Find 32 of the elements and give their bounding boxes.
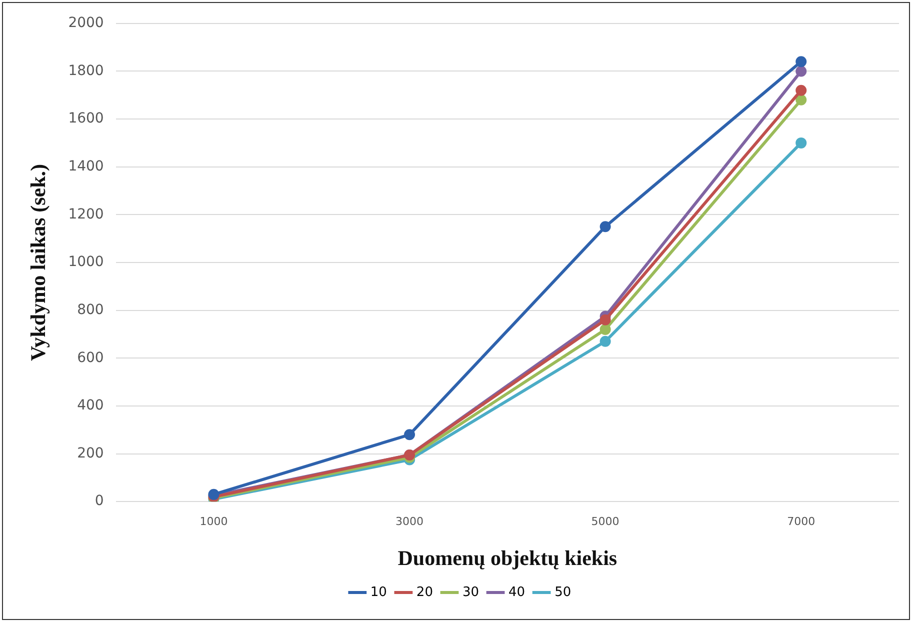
point bbox=[796, 137, 807, 148]
y-tick-label: 400 bbox=[77, 398, 104, 414]
point bbox=[796, 94, 807, 106]
point bbox=[600, 336, 611, 347]
point bbox=[796, 56, 807, 68]
point bbox=[796, 66, 807, 77]
x-tick-label: 5000 bbox=[591, 515, 620, 528]
y-tick-label: 200 bbox=[77, 445, 104, 462]
legend-label: 30 bbox=[462, 584, 480, 600]
y-axis-title: Vykdymo laikas (sek.) bbox=[26, 164, 50, 362]
legend-label: 20 bbox=[416, 584, 433, 600]
y-tick-label: 1800 bbox=[68, 62, 104, 79]
y-tick-label: 0 bbox=[94, 493, 104, 510]
point bbox=[600, 314, 611, 326]
x-tick-label: 1000 bbox=[200, 515, 228, 528]
y-tick-label: 2000 bbox=[68, 15, 104, 32]
y-tick-label: 1600 bbox=[68, 110, 104, 127]
legend-label: 10 bbox=[370, 584, 387, 600]
x-tick-label: 7000 bbox=[787, 515, 816, 528]
point bbox=[796, 84, 807, 96]
x-axis-title: Duomenų objektų kiekis bbox=[398, 546, 618, 570]
y-tick-label: 1200 bbox=[68, 206, 104, 222]
point bbox=[600, 324, 611, 335]
legend-label: 40 bbox=[508, 584, 526, 600]
y-tick-label: 1000 bbox=[68, 254, 104, 270]
legend-label: 50 bbox=[554, 584, 572, 600]
y-tick-label: 600 bbox=[77, 350, 104, 366]
point bbox=[600, 221, 611, 232]
point bbox=[404, 429, 416, 440]
y-tick-label: 800 bbox=[77, 302, 104, 318]
y-tick-label: 1400 bbox=[68, 158, 104, 174]
x-tick-label: 3000 bbox=[396, 515, 424, 528]
